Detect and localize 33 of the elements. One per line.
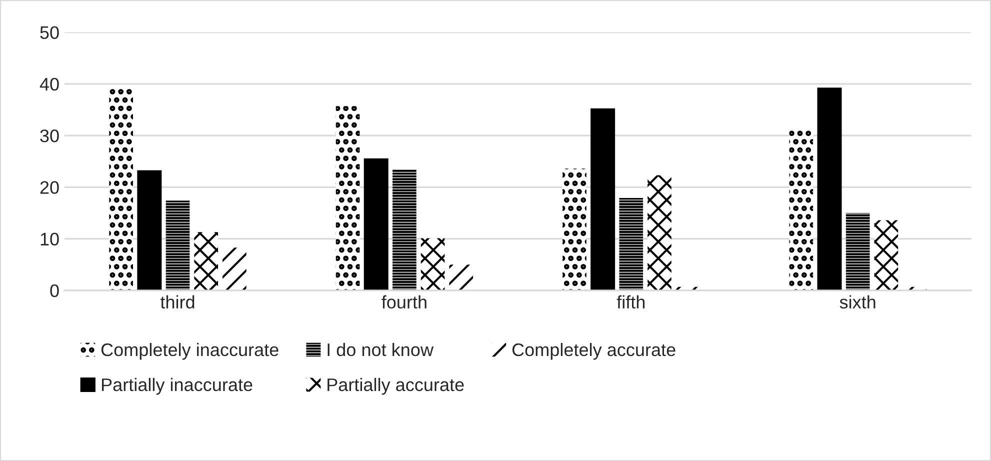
- x-tick-label: third: [160, 295, 194, 309]
- y-tick-label: 30: [40, 129, 59, 142]
- legend-label: Partially accurate: [328, 378, 464, 395]
- y-tick-label: 0: [50, 284, 59, 298]
- bar: [449, 264, 474, 290]
- bar: [420, 238, 445, 290]
- bar: [137, 170, 162, 290]
- bar: [619, 198, 644, 290]
- bar: [364, 158, 388, 290]
- bar: [109, 88, 133, 290]
- legend-label: Completely accurate: [512, 342, 676, 360]
- legend-label: Partially inaccurate: [102, 378, 252, 395]
- bar: [166, 200, 190, 290]
- bar: [817, 88, 842, 290]
- bar: [846, 212, 870, 290]
- legend-label: Completely inaccurate: [101, 342, 278, 360]
- bar: [562, 168, 586, 290]
- x-tick-label: fourth: [382, 295, 426, 309]
- bar: [336, 106, 360, 290]
- legend-label: I do not know: [328, 342, 434, 356]
- bar: [222, 248, 246, 290]
- y-tick-label: 10: [40, 232, 59, 246]
- y-tick-label: 40: [40, 78, 59, 91]
- bar: [194, 232, 218, 290]
- y-tick-label: 20: [40, 181, 59, 194]
- bar: [648, 175, 672, 290]
- bar: [789, 128, 814, 290]
- x-tick-label: sixth: [840, 295, 876, 309]
- bar: [590, 108, 616, 290]
- y-tick-label: 50: [40, 26, 59, 39]
- x-tick-label: fifth: [616, 295, 645, 309]
- bar: [392, 170, 416, 290]
- bar: [874, 220, 898, 290]
